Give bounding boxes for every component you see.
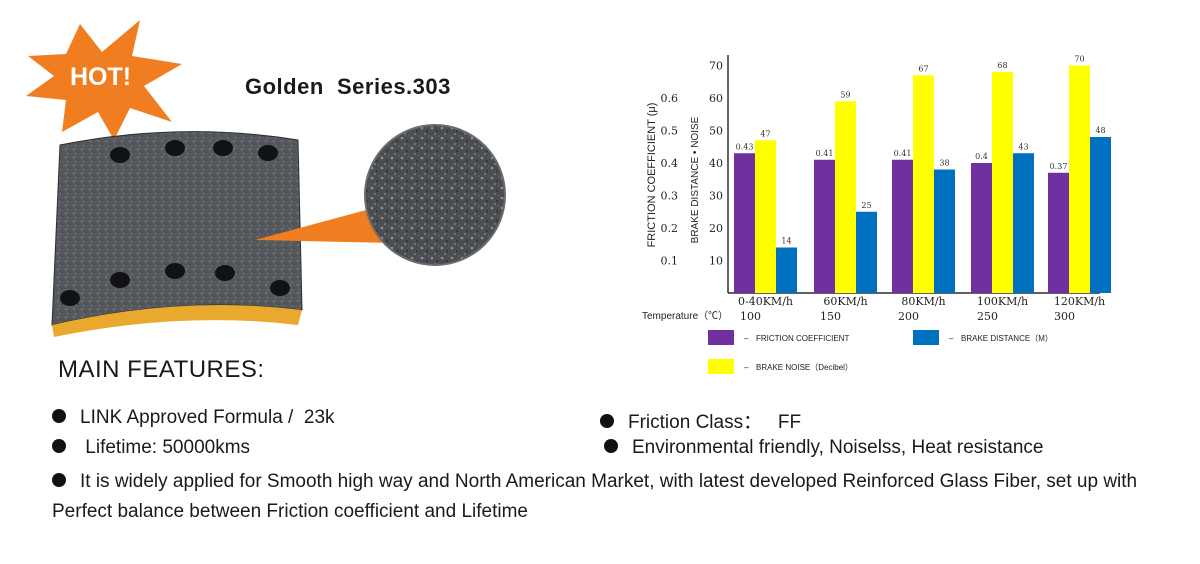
feature-text: Environmental friendly, Noiselss, Heat r… <box>632 437 1044 458</box>
bar-noise <box>1069 65 1090 293</box>
legend-swatch <box>913 330 939 345</box>
temperature-label: 100 <box>740 310 761 323</box>
legend-swatch <box>708 330 734 345</box>
data-label-friction: 0.43 <box>736 142 754 151</box>
y-tick-label-right: 30 <box>709 190 723 203</box>
chart-legend: – FRICTION COEFFICIENT – BRAKE DISTANCE（M）–… <box>708 330 1053 374</box>
y-tick-label-right: 70 <box>709 60 723 73</box>
data-label-noise: 70 <box>1074 55 1084 64</box>
temperature-label: 150 <box>820 310 841 323</box>
feature-item: Friction Class： FF <box>600 407 801 434</box>
bar-distance <box>776 247 797 293</box>
bar-friction <box>971 163 992 293</box>
legend-dash: – <box>949 334 954 343</box>
feature-text: LINK Approved Formula / 23k <box>80 407 335 428</box>
y-tick-label-left: 0.2 <box>661 222 679 235</box>
bar-distance <box>1013 153 1034 293</box>
x-tick-label: 120KM/h <box>1054 295 1105 308</box>
y-tick-label-right: 50 <box>709 125 723 138</box>
y-tick-label-left: 0.6 <box>661 92 679 105</box>
x-tick-label: 100KM/h <box>977 295 1028 308</box>
bullet-icon <box>52 408 66 423</box>
zoom-pointer <box>255 205 392 243</box>
chart-labels: 0.4347140-40KM/h1000.41592560KM/h1500.41… <box>642 55 1106 324</box>
data-label-friction: 0.41 <box>816 149 834 158</box>
y-tick-label-right: 20 <box>709 222 723 235</box>
legend-label: BRAKE DISTANCE（M） <box>961 334 1053 343</box>
lining-backing-edge <box>52 305 302 337</box>
bar-friction <box>734 153 755 293</box>
x-tick-label: 0-40KM/h <box>738 295 793 308</box>
bar-distance <box>934 169 955 293</box>
hot-label: HOT! <box>70 63 131 91</box>
legend-dash: – <box>744 363 749 372</box>
temperature-label: 250 <box>977 310 998 323</box>
feature-text: Friction Class： FF <box>628 412 802 433</box>
bullet-icon <box>600 413 614 428</box>
performance-chart: 102030405060700.10.20.30.40.50.6FRICTION… <box>642 55 1111 374</box>
bar-noise <box>913 75 934 293</box>
temperature-label: 300 <box>1054 310 1075 323</box>
hot-starburst-icon <box>26 20 182 140</box>
y-tick-label-left: 0.3 <box>661 190 679 203</box>
zoom-circle <box>364 124 506 266</box>
data-label-noise: 67 <box>918 64 928 73</box>
legend-label: FRICTION COEFFICIENT <box>756 334 849 343</box>
left-axis-title: FRICTION COEFFICIENT (μ) <box>646 103 658 248</box>
bar-noise <box>835 101 856 293</box>
data-label-distance: 38 <box>939 159 949 168</box>
feature-item: Lifetime: 50000kms <box>52 437 250 459</box>
y-tick-label-left: 0.4 <box>661 157 679 170</box>
bar-noise <box>992 72 1013 293</box>
bullet-icon <box>52 438 66 453</box>
legend-label: BRAKE NOISE（Decibel） <box>756 363 853 372</box>
temperature-axis-title: Temperature（℃） <box>642 310 728 322</box>
feature-item: LINK Approved Formula / 23k <box>52 407 335 429</box>
feature-item: Environmental friendly, Noiselss, Heat r… <box>604 437 1044 459</box>
data-label-distance: 48 <box>1095 126 1105 135</box>
lining-pad-shape <box>51 131 303 326</box>
right-axis-title: BRAKE DISTANCE • NOISE <box>690 116 701 243</box>
bar-distance <box>856 211 877 293</box>
bar-distance <box>1090 137 1111 293</box>
y-tick-label-right: 10 <box>709 255 723 268</box>
y-tick-label-right: 60 <box>709 92 723 105</box>
bar-friction <box>814 159 835 293</box>
bar-noise <box>755 140 776 293</box>
legend-swatch <box>708 359 734 374</box>
chart-bars <box>734 65 1111 293</box>
feature-text: It is widely applied for Smooth high way… <box>52 471 1138 522</box>
data-label-noise: 59 <box>840 90 850 99</box>
data-label-friction: 0.41 <box>894 149 912 158</box>
hot-badge: HOT! <box>26 20 182 140</box>
data-label-noise: 68 <box>997 61 1007 70</box>
data-label-noise: 47 <box>760 129 770 138</box>
brake-lining-image <box>51 124 506 337</box>
temperature-label: 200 <box>898 310 919 323</box>
y-tick-label-left: 0.5 <box>661 125 679 138</box>
y-tick-label-right: 40 <box>709 157 723 170</box>
feature-text: Lifetime: 50000kms <box>80 437 251 458</box>
feature-item: It is widely applied for Smooth high way… <box>52 467 1172 527</box>
bar-friction <box>892 159 913 293</box>
legend-dash: – <box>744 334 749 343</box>
bar-friction <box>1048 172 1069 293</box>
data-label-friction: 0.4 <box>975 152 988 161</box>
product-title: Golden Series.303 <box>245 74 451 99</box>
data-label-friction: 0.37 <box>1050 162 1068 171</box>
data-label-distance: 43 <box>1018 142 1028 151</box>
bullet-icon <box>604 438 618 453</box>
rivet-holes <box>60 140 290 306</box>
y-tick-label-left: 0.1 <box>661 255 679 268</box>
features-heading: MAIN FEATURES: <box>58 356 265 383</box>
data-label-distance: 14 <box>781 237 791 246</box>
x-tick-label: 80KM/h <box>901 295 945 308</box>
data-label-distance: 25 <box>861 201 871 210</box>
bullet-icon <box>52 472 66 487</box>
x-tick-label: 60KM/h <box>823 295 867 308</box>
